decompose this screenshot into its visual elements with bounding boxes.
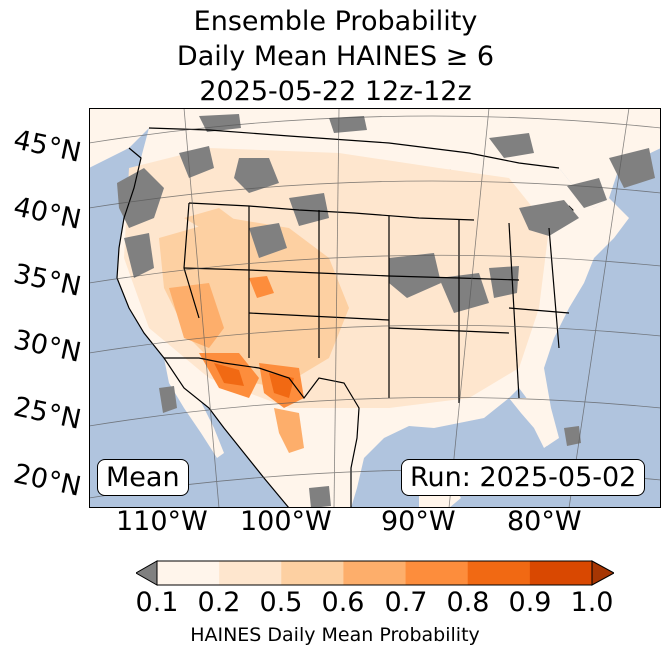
- colorbar: [136, 560, 614, 586]
- colorbar-label: HAINES Daily Mean Probability: [190, 624, 480, 646]
- map-panel: [89, 108, 661, 508]
- lon-label-90: 90°W: [381, 506, 456, 537]
- colorbar-segment: [219, 561, 282, 585]
- lat-label-40: 40°N: [10, 191, 84, 236]
- probability-map: [89, 108, 661, 508]
- graticule: [89, 108, 661, 508]
- run-label-box: Run: 2025-05-02: [401, 459, 646, 496]
- colorbar-segment: [157, 561, 220, 585]
- masked-regions: [117, 114, 655, 508]
- lon-label-110: 110°W: [116, 506, 208, 537]
- lat-label-30: 30°N: [10, 324, 84, 369]
- colorbar-tick: 1.0: [570, 587, 614, 618]
- state-borders: [116, 127, 570, 508]
- colorbar-tick: 0.2: [197, 587, 241, 618]
- lat-label-20: 20°N: [10, 458, 84, 503]
- lon-label-80: 80°W: [507, 506, 582, 537]
- colorbar-segments: [157, 561, 593, 585]
- lon-label-100: 100°W: [240, 506, 332, 537]
- colorbar-frame: [156, 560, 593, 586]
- colorbar-segment: [467, 561, 531, 585]
- map-frame: [89, 108, 661, 508]
- stat-label-box: Mean: [97, 459, 189, 496]
- colorbar-segment: [343, 561, 407, 585]
- colorbar-over-arrow: [591, 560, 614, 586]
- colorbar-segment: [281, 561, 344, 585]
- title-line-2: Daily Mean HAINES ≥ 6: [176, 41, 495, 72]
- colorbar-tick: 0.6: [321, 587, 365, 618]
- colorbar-under-arrow: [136, 560, 158, 586]
- colorbar-segment: [405, 561, 469, 585]
- lat-label-45: 45°N: [10, 124, 84, 169]
- lat-label-25: 25°N: [10, 391, 84, 436]
- colorbar-tick: 0.1: [135, 587, 179, 618]
- title-line-3: 2025-05-22 12z-12z: [199, 76, 472, 107]
- colorbar-tick: 0.7: [384, 587, 428, 618]
- colorbar-tick: 0.8: [446, 587, 490, 618]
- colorbar-tick: 0.5: [259, 587, 303, 618]
- lat-label-35: 35°N: [10, 258, 84, 303]
- colorbar-segment: [529, 561, 593, 585]
- title-line-1: Ensemble Probability: [193, 6, 478, 37]
- colorbar-tick: 0.9: [508, 587, 552, 618]
